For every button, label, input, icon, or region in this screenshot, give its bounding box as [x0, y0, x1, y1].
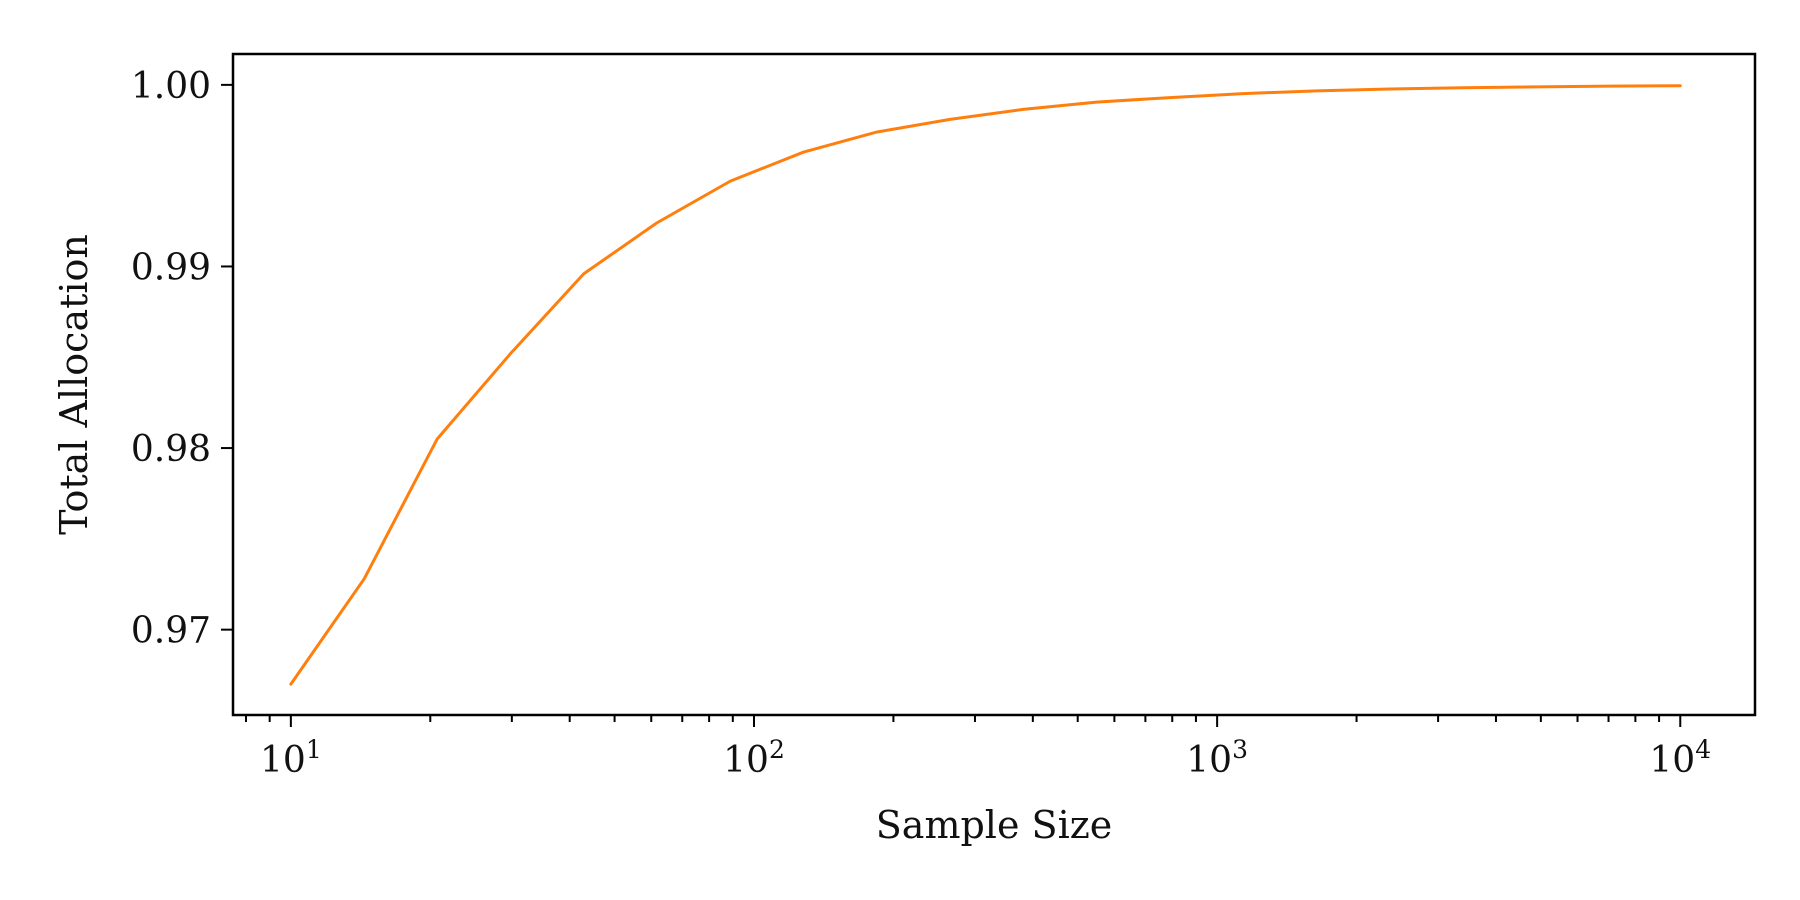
y-axis-label: Total Allocation	[52, 234, 96, 535]
series-layer	[289, 84, 1682, 686]
y-tick-label: 0.98	[131, 429, 211, 470]
x-tick-label: 102	[723, 735, 785, 781]
y-tick-label: 1.00	[131, 66, 211, 107]
series-line	[289, 84, 1682, 686]
y-tick-label: 0.99	[131, 247, 211, 288]
x-tick-label: 103	[1186, 735, 1248, 781]
x-axis-label: Sample Size	[876, 803, 1112, 847]
y-tick-label: 0.97	[131, 611, 211, 652]
x-tick-label: 101	[260, 735, 322, 781]
x-tick-label: 104	[1649, 735, 1711, 781]
plot-frame	[231, 52, 1757, 717]
ticks-layer: 101 102 103 104 0.97 0.98 0.99 1.00	[131, 66, 1711, 781]
